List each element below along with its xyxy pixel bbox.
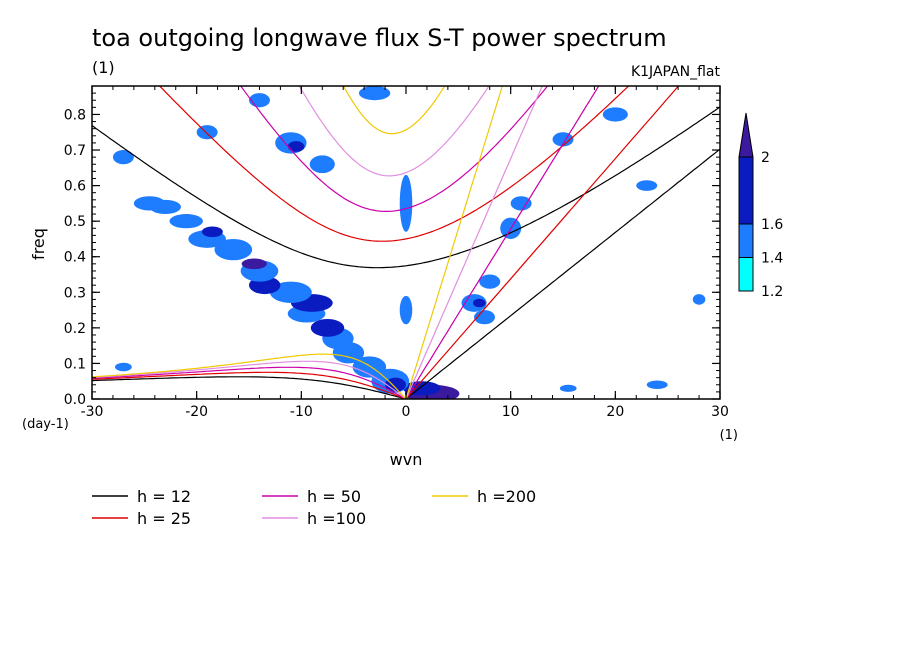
colorbar-label: 1.2 — [761, 284, 783, 300]
y-tick-label: 0.2 — [64, 321, 86, 337]
y-tick-label: 0.1 — [64, 356, 86, 372]
y-tick-label: 0.6 — [64, 179, 86, 195]
contour-blob-24 — [112, 150, 134, 165]
contour-blob-34 — [602, 107, 628, 122]
legend-label: h = 12 — [137, 487, 191, 506]
contour-blob-40 — [115, 362, 132, 372]
contour-blob-10 — [269, 281, 312, 303]
contour-blob-26 — [249, 93, 270, 108]
legend-label: h = 25 — [137, 509, 191, 528]
rossby-curve-h100 — [92, 360, 407, 399]
colorbar-label: 1.6 — [761, 217, 783, 233]
chart-subtitle-right: K1JAPAN_flat — [631, 64, 721, 80]
contour-blob-25 — [358, 86, 391, 101]
legend-label: h =200 — [477, 487, 536, 506]
colorbar-arrow — [738, 112, 754, 158]
colorbar-label: 1.4 — [761, 251, 783, 267]
y-tick-label: 0.0 — [64, 392, 86, 408]
colorbar-segment-2 — [738, 156, 754, 225]
ig-curve-h50 — [240, 86, 549, 212]
contour-blob-39 — [646, 380, 668, 390]
kelvin-curve-h200 — [405, 86, 503, 399]
kelvin-curve-h100 — [405, 86, 543, 399]
x-tick-label: 10 — [502, 404, 520, 420]
y-axis-unit: (day-1) — [22, 417, 69, 432]
y-tick-label: 0.7 — [64, 143, 86, 159]
kelvin-curve-h12 — [405, 148, 720, 399]
legend-label: h = 50 — [307, 487, 361, 506]
ig-curve-h12 — [92, 106, 720, 269]
y-tick-label: 0.8 — [64, 107, 86, 123]
y-tick-label: 0.5 — [64, 214, 86, 230]
rossby-curve-h200 — [92, 353, 407, 399]
chart-title: toa outgoing longwave flux S-T power spe… — [92, 24, 667, 52]
x-axis-unit: (1) — [720, 428, 738, 443]
x-tick-label: -20 — [185, 404, 208, 420]
rossby-curve-h50 — [92, 366, 407, 399]
contour-blob-3 — [385, 377, 406, 392]
kelvin-curve-h25 — [405, 86, 680, 399]
contour-blob-35 — [399, 174, 413, 232]
contour-blob-22 — [309, 155, 335, 174]
rossby-curve-h12 — [92, 376, 407, 399]
plot-frame — [91, 85, 721, 400]
x-tick-label: 30 — [711, 404, 729, 420]
kelvin-curve-h50 — [405, 86, 600, 399]
rossby-curve-h25 — [92, 371, 407, 399]
dispersion-curves — [92, 86, 720, 399]
colorbar-segment-1 — [738, 223, 754, 258]
colorbar-segment-0 — [738, 257, 754, 292]
x-tick-label: 0 — [402, 404, 411, 420]
x-axis-label: wvn — [390, 450, 423, 469]
contour-blob-16 — [201, 226, 223, 238]
x-tick-label: 20 — [606, 404, 624, 420]
contour-blob-28 — [472, 298, 486, 308]
chart-subtitle-left: (1) — [92, 58, 115, 77]
ig-curve-h100 — [298, 86, 490, 177]
y-axis-label: freq — [29, 228, 48, 260]
contour-blob-36 — [399, 295, 413, 325]
contour-blob-21 — [287, 141, 305, 152]
legend: h = 12 h = 25 h = 50 h =100 h =200 — [92, 487, 536, 528]
contour-blob-7 — [310, 318, 345, 337]
legend-label: h =100 — [307, 509, 366, 528]
contour-blob-23 — [196, 125, 218, 140]
contour-blob-30 — [474, 310, 495, 325]
contour-blob-13 — [241, 258, 267, 270]
contour-blob-32 — [510, 196, 532, 211]
ig-curve-h25 — [158, 86, 630, 242]
axis-ticks: -30 -20 -10 0 10 20 30 0.0 0.1 0.2 0.3 0.4 0.5 0.6 0.7… — [64, 86, 729, 420]
x-tick-label: -10 — [290, 404, 313, 420]
colorbar-label: 2 — [761, 150, 770, 166]
ig-curve-h200 — [342, 86, 446, 135]
colorbar: 1.2 1.4 1.6 2 — [738, 112, 783, 300]
contour-blob-19 — [133, 196, 166, 211]
y-tick-label: 0.3 — [64, 285, 86, 301]
y-tick-label: 0.4 — [64, 250, 86, 266]
contour-blob-41 — [692, 294, 706, 305]
x-tick-label: -30 — [81, 404, 104, 420]
contour-blob-17 — [169, 214, 203, 229]
contour-blob-38 — [559, 384, 577, 392]
contour-blob-29 — [479, 274, 501, 289]
spectrum-contours — [112, 86, 706, 399]
contour-blob-14 — [214, 238, 253, 261]
contour-blob-37 — [636, 180, 658, 191]
